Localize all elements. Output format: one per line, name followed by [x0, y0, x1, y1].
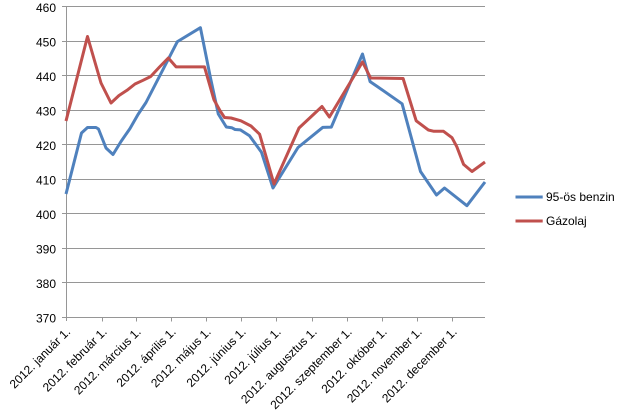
svg-text:390: 390 [36, 243, 56, 257]
svg-text:440: 440 [36, 70, 56, 84]
svg-text:370: 370 [36, 312, 56, 326]
svg-text:450: 450 [36, 36, 56, 50]
svg-text:380: 380 [36, 277, 56, 291]
svg-text:Gázolaj: Gázolaj [546, 214, 587, 228]
svg-text:95-ös benzin: 95-ös benzin [546, 190, 615, 204]
svg-text:460: 460 [36, 1, 56, 15]
svg-text:410: 410 [36, 174, 56, 188]
svg-text:430: 430 [36, 105, 56, 119]
svg-text:400: 400 [36, 208, 56, 222]
svg-text:420: 420 [36, 139, 56, 153]
